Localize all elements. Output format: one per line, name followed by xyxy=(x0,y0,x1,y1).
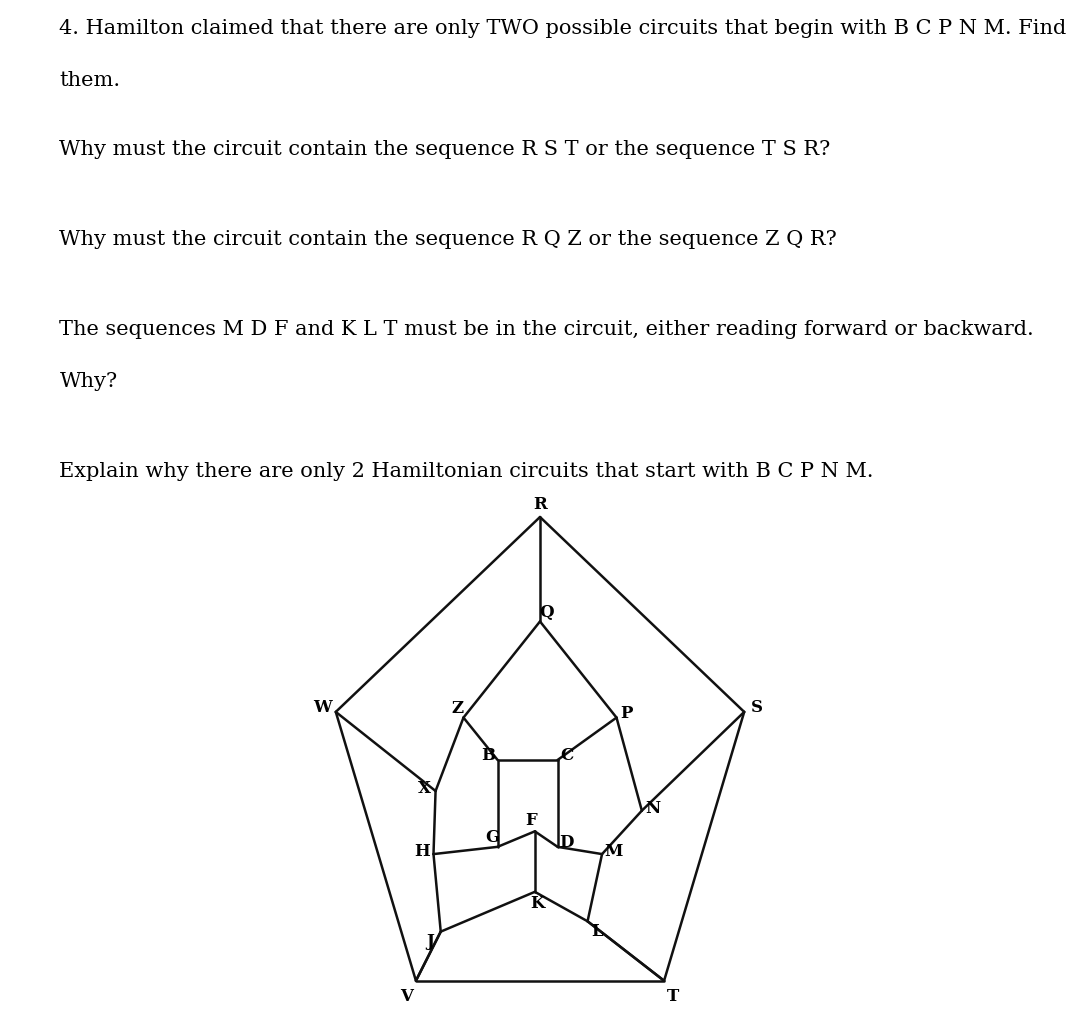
Text: J: J xyxy=(427,934,434,950)
Text: Z: Z xyxy=(451,700,463,717)
Text: S: S xyxy=(752,699,764,717)
Text: them.: them. xyxy=(59,71,121,90)
Text: F: F xyxy=(525,813,537,829)
Text: D: D xyxy=(559,834,575,851)
Text: The sequences M D F and K L T must be in the circuit, either reading forward or : The sequences M D F and K L T must be in… xyxy=(59,320,1035,338)
Text: L: L xyxy=(591,923,603,940)
Text: P: P xyxy=(621,705,633,722)
Text: V: V xyxy=(401,987,413,1005)
Text: K: K xyxy=(530,894,544,912)
Text: M: M xyxy=(604,843,622,860)
Text: Why must the circuit contain the sequence R S T or the sequence T S R?: Why must the circuit contain the sequenc… xyxy=(59,141,831,159)
Text: T: T xyxy=(667,987,679,1005)
Text: 4. Hamilton claimed that there are only TWO possible circuits that begin with B : 4. Hamilton claimed that there are only … xyxy=(59,19,1067,38)
Text: Why?: Why? xyxy=(59,372,118,391)
Text: Q: Q xyxy=(539,604,554,620)
Text: W: W xyxy=(313,699,333,717)
Text: G: G xyxy=(485,829,500,846)
Text: Explain why there are only 2 Hamiltonian circuits that start with B C P N M.: Explain why there are only 2 Hamiltonian… xyxy=(59,461,874,481)
Text: C: C xyxy=(561,748,573,764)
Text: N: N xyxy=(646,799,661,817)
Text: Why must the circuit contain the sequence R Q Z or the sequence Z Q R?: Why must the circuit contain the sequenc… xyxy=(59,230,837,249)
Text: X: X xyxy=(418,780,431,797)
Text: R: R xyxy=(534,495,546,513)
Text: H: H xyxy=(415,843,430,860)
Text: B: B xyxy=(482,748,496,764)
